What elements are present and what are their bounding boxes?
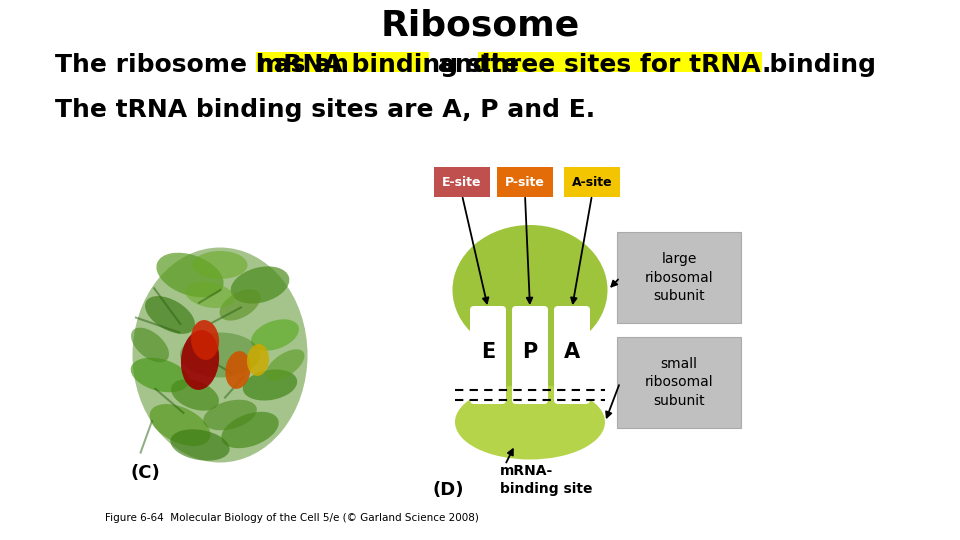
Ellipse shape [170,429,229,461]
Text: three sites for tRNA binding: three sites for tRNA binding [479,53,876,77]
FancyBboxPatch shape [617,232,741,323]
Text: E-site: E-site [443,176,482,188]
Ellipse shape [222,412,278,448]
Ellipse shape [180,330,219,390]
Text: The ribosome has an: The ribosome has an [55,53,358,77]
Text: Ribosome: Ribosome [380,9,580,43]
Text: P-site: P-site [505,176,545,188]
Bar [256,52,429,72]
Text: E: E [481,342,495,362]
Ellipse shape [230,266,289,303]
Text: A-site: A-site [572,176,612,188]
Ellipse shape [131,357,189,392]
FancyBboxPatch shape [554,306,590,404]
Ellipse shape [220,289,260,321]
Ellipse shape [266,349,304,381]
Text: mRNA binding site: mRNA binding site [257,53,519,77]
Ellipse shape [452,225,608,355]
Text: Figure 6-64  Molecular Biology of the Cell 5/e (© Garland Science 2008): Figure 6-64 Molecular Biology of the Cel… [105,513,479,523]
Ellipse shape [150,404,210,446]
Ellipse shape [251,319,299,350]
Bar [478,52,762,72]
Ellipse shape [193,251,248,279]
Text: .: . [762,53,772,77]
Ellipse shape [131,328,169,362]
Ellipse shape [472,330,588,390]
Text: (C): (C) [130,464,159,482]
FancyBboxPatch shape [470,306,506,404]
Ellipse shape [145,296,195,334]
Text: large
ribosomal
subunit: large ribosomal subunit [645,252,713,303]
FancyBboxPatch shape [564,167,620,197]
Ellipse shape [171,379,219,411]
Ellipse shape [204,400,257,430]
Text: P: P [522,342,538,362]
FancyBboxPatch shape [512,306,548,404]
Ellipse shape [243,369,298,401]
Text: small
ribosomal
subunit: small ribosomal subunit [645,357,713,408]
Text: The tRNA binding sites are A, P and E.: The tRNA binding sites are A, P and E. [55,98,595,122]
Ellipse shape [247,344,269,376]
FancyBboxPatch shape [617,337,741,428]
Text: (D): (D) [432,481,464,499]
Ellipse shape [455,384,605,460]
Ellipse shape [226,351,251,389]
Ellipse shape [132,247,307,462]
FancyBboxPatch shape [434,167,490,197]
Text: A: A [564,342,580,362]
Ellipse shape [191,320,219,360]
Text: mRNA-
binding site: mRNA- binding site [500,464,592,496]
Text: and: and [429,53,499,77]
FancyBboxPatch shape [497,167,553,197]
Ellipse shape [185,282,234,308]
Ellipse shape [156,253,224,298]
Ellipse shape [180,333,260,377]
